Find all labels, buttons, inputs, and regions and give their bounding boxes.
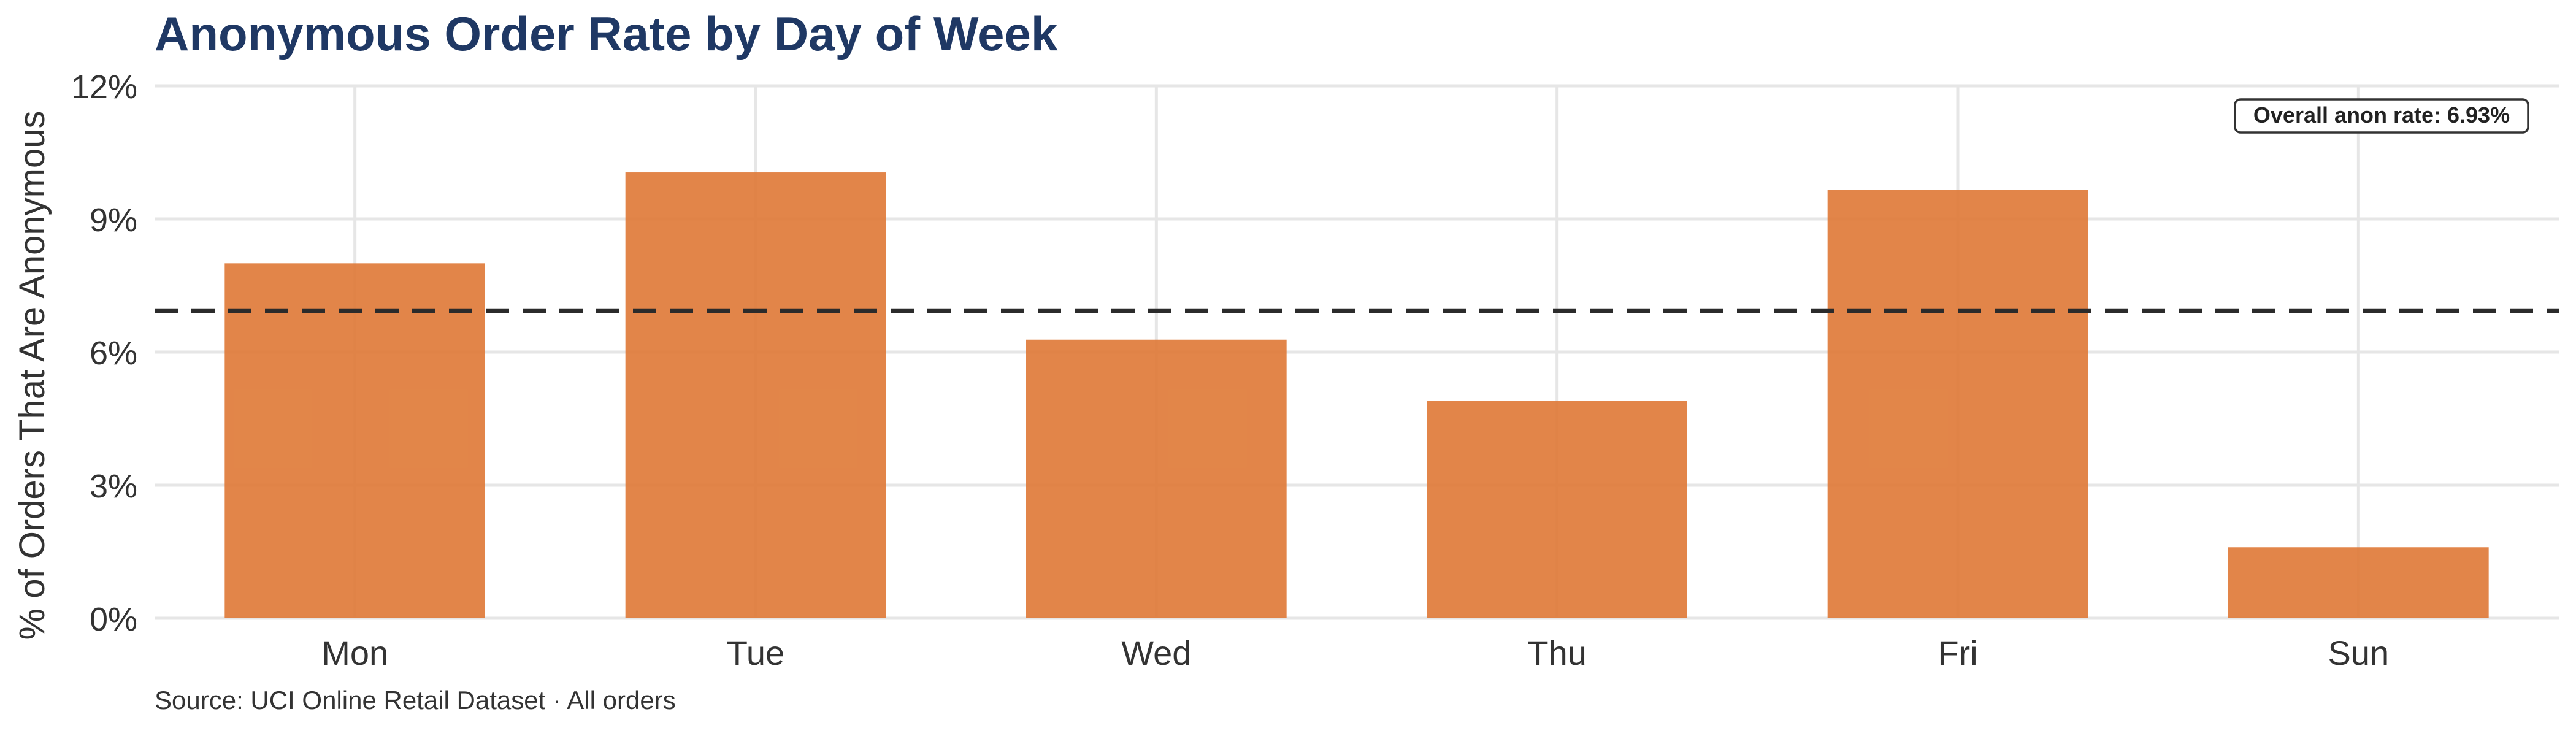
bar-sun: [2228, 547, 2489, 618]
bar-tue: [625, 172, 886, 618]
bar-layer: [224, 172, 2489, 618]
y-tick-label: 0%: [90, 601, 137, 638]
axis-layer: 0% 3% 6% 9% 12% Mon Tue Wed Thu Fri Sun: [71, 69, 2389, 672]
x-tick-label: Tue: [727, 634, 784, 672]
x-tick-label: Mon: [321, 634, 388, 672]
x-tick-label: Fri: [1938, 634, 1977, 672]
bar-mon: [224, 263, 485, 618]
bar-thu: [1427, 401, 1687, 618]
reference-layer: Overall anon rate: 6.93%: [155, 98, 2559, 313]
bar-wed: [1026, 339, 1287, 618]
chart-title: Anonymous Order Rate by Day of Week: [155, 7, 1058, 61]
x-tick-label: Sun: [2328, 634, 2390, 672]
y-tick-label: 3%: [90, 468, 137, 505]
grid-layer: [155, 84, 2559, 620]
x-tick-label: Thu: [1527, 634, 1587, 672]
annotation-box: [2234, 98, 2529, 134]
y-tick-label: 9%: [90, 202, 137, 239]
y-tick-label: 12%: [71, 69, 137, 105]
y-tick-label: 6%: [90, 335, 137, 372]
x-tick-label: Wed: [1121, 634, 1191, 672]
source-caption: Source: UCI Online Retail Dataset · All …: [155, 686, 676, 715]
bar-fri: [1827, 190, 2088, 618]
y-axis-label: % of Orders That Are Anonymous: [12, 111, 52, 640]
overall-rate-annotation: Overall anon rate: 6.93%: [2253, 102, 2510, 128]
